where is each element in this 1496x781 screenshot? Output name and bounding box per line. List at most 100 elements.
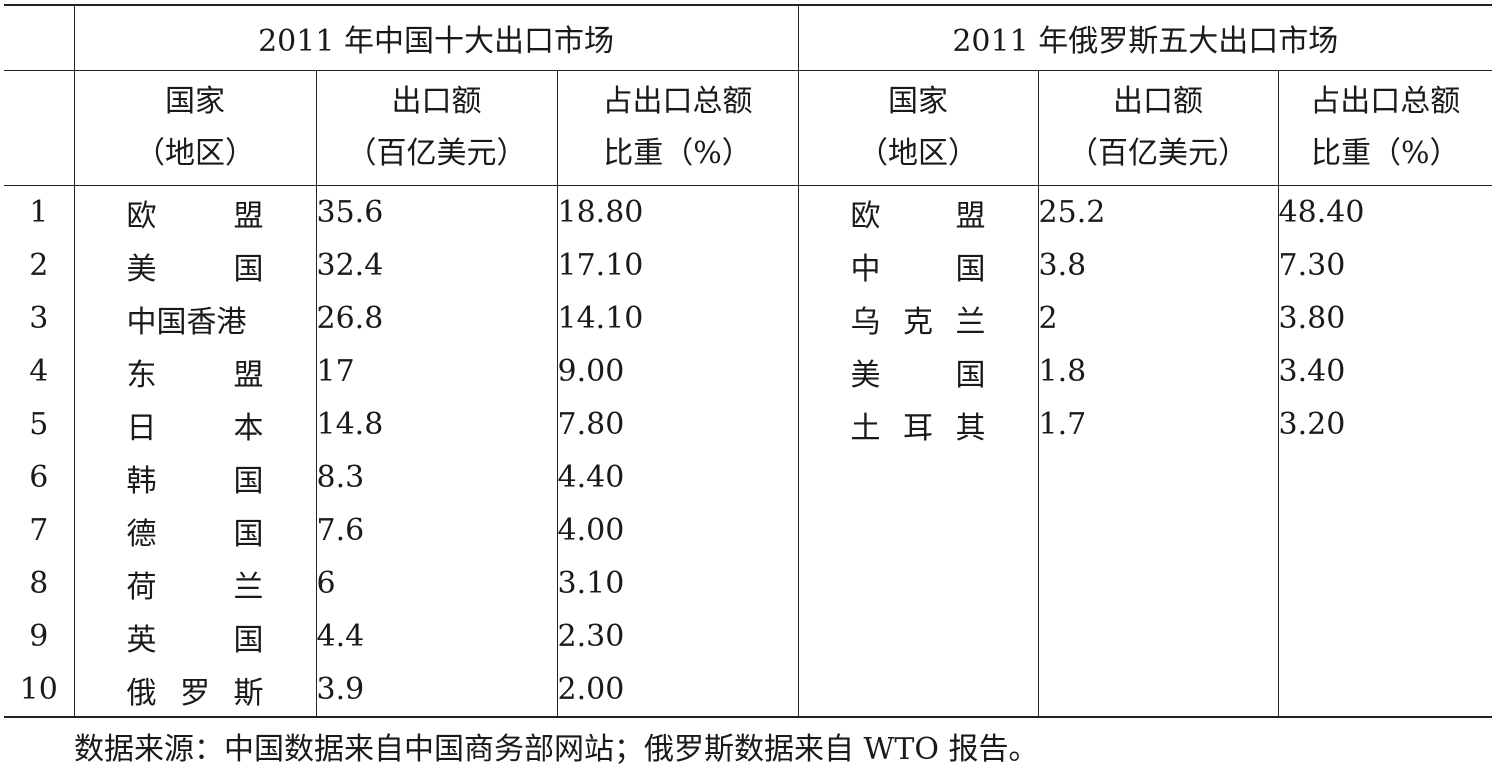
- rank-cell: 10: [4, 663, 74, 718]
- russia-amount-cell: [1037, 557, 1279, 610]
- russia-amount-header: 出口额 （百亿美元）: [1037, 70, 1279, 186]
- country-name: 土耳其: [799, 403, 1038, 447]
- country-name-part: 本: [233, 410, 264, 446]
- table-row: 7 德国 7.6 4.00: [4, 504, 1493, 557]
- country-name-part: 国: [233, 251, 264, 287]
- share-header-line1: 占出口总额: [602, 84, 753, 119]
- country-name: 荷兰: [75, 562, 316, 606]
- country-name: 美国: [75, 244, 316, 288]
- country-name-part: 盟: [955, 198, 986, 234]
- china-share-header: 占出口总额 比重（%）: [556, 70, 799, 186]
- china-amount-cell: 7.6: [315, 504, 557, 557]
- china-country-cell: 英国: [73, 610, 316, 663]
- russia-share-cell: [1277, 610, 1493, 663]
- country-name: 日本: [75, 403, 316, 447]
- russia-amount-cell: 2: [1037, 292, 1279, 345]
- table-row: 5 日本 14.8 7.80 土耳其 1.7 3.20: [4, 398, 1493, 451]
- russia-amount-cell: 1.7: [1037, 398, 1279, 451]
- russia-country-cell: 美国: [797, 345, 1039, 398]
- country-name-part: 中: [850, 251, 881, 287]
- country-header-line2: （地区）: [135, 136, 255, 171]
- china-country-cell: 欧盟: [73, 185, 316, 239]
- china-country-cell: 美国: [73, 239, 316, 292]
- russia-share-cell: 3.40: [1277, 345, 1493, 398]
- country-name: 乌克兰: [799, 297, 1038, 341]
- russia-country-cell: 中国: [797, 239, 1039, 292]
- rank-cell: 4: [29, 354, 49, 389]
- country-name-part: 兰: [233, 569, 264, 605]
- country-header-line1: 国家: [165, 84, 225, 119]
- rank-cell: 3: [29, 301, 49, 336]
- country-name-part: 德: [126, 516, 157, 552]
- table-row: 9 英国 4.4 2.30: [4, 610, 1493, 663]
- country-name-part: 国: [233, 516, 264, 552]
- rank-cell: 2: [29, 248, 49, 283]
- country-name-part: 欧: [126, 198, 157, 234]
- table-row: 10 俄罗斯 3.9 2.00: [4, 663, 1493, 718]
- rank-cell: 7: [29, 513, 49, 548]
- china-country-cell: 东盟: [73, 345, 316, 398]
- china-amount-cell: 3.9: [315, 663, 557, 718]
- russia-amount-cell: 3.8: [1037, 239, 1279, 292]
- china-share-cell: 3.10: [556, 557, 799, 610]
- china-amount-cell: 14.8: [315, 398, 557, 451]
- country-name-part: 国: [955, 357, 986, 393]
- country-name-part: 美: [850, 357, 881, 393]
- rank-cell: 6: [29, 460, 49, 495]
- country-name-part: 东: [126, 357, 157, 393]
- amount-header-line2: （百亿美元）: [1068, 136, 1249, 171]
- amount-header-line1: 出口额: [391, 84, 482, 119]
- export-markets-table: 2011 年中国十大出口市场 2011 年俄罗斯五大出口市场 国家 （地区） 出…: [4, 4, 1493, 718]
- russia-country-cell: 土耳其: [797, 398, 1039, 451]
- country-name-part: 耳: [903, 410, 934, 446]
- share-header-line2: 比重（%）: [1311, 136, 1460, 171]
- china-amount-cell: 17: [315, 345, 557, 398]
- country-name-part: 盟: [233, 357, 264, 393]
- rank-header-blank: [4, 4, 74, 71]
- country-name-part: 英: [126, 622, 157, 658]
- rank-cell: 5: [29, 407, 49, 442]
- china-country-cell: 德国: [73, 504, 316, 557]
- china-share-cell: 7.80: [556, 398, 799, 451]
- russia-country-cell: [797, 451, 1039, 504]
- russia-country-cell: [797, 610, 1039, 663]
- china-country-cell: 日本: [73, 398, 316, 451]
- country-name: 俄罗斯: [75, 668, 316, 712]
- russia-share-cell: 48.40: [1277, 185, 1493, 239]
- column-header-row: 国家 （地区） 出口额 （百亿美元） 占出口总额 比重（%） 国家 （地区） 出…: [4, 70, 1493, 186]
- share-header-line2: 比重（%）: [603, 136, 752, 171]
- share-header-line1: 占出口总额: [1310, 84, 1461, 119]
- country-name-part: 兰: [955, 304, 986, 340]
- russia-share-cell: 7.30: [1277, 239, 1493, 292]
- china-amount-cell: 4.4: [315, 610, 557, 663]
- rank-cell: 1: [29, 195, 49, 230]
- country-name: 德国: [75, 509, 316, 553]
- china-share-cell: 17.10: [556, 239, 799, 292]
- country-name: 英国: [75, 615, 316, 659]
- russia-share-cell: 3.20: [1277, 398, 1493, 451]
- china-country-cell: 中国香港: [73, 292, 316, 345]
- china-share-cell: 2.00: [556, 663, 799, 718]
- russia-country-cell: 乌克兰: [797, 292, 1039, 345]
- country-name: 欧盟: [799, 191, 1038, 235]
- china-country-cell: 韩国: [73, 451, 316, 504]
- country-name-part: 荷: [126, 569, 157, 605]
- country-name-part: 国: [233, 622, 264, 658]
- russia-section-title: 2011 年俄罗斯五大出口市场: [797, 4, 1493, 71]
- country-name-part: 中国香港: [126, 304, 247, 340]
- russia-share-header: 占出口总额 比重（%）: [1277, 70, 1493, 186]
- russia-amount-cell: [1037, 610, 1279, 663]
- china-country-header: 国家 （地区）: [73, 70, 316, 186]
- country-header-line2: （地区）: [858, 136, 979, 171]
- country-name-part: 乌: [850, 304, 881, 340]
- rank-cell: 8: [29, 566, 49, 601]
- country-name: 欧盟: [75, 191, 316, 235]
- country-name-part: 国: [955, 251, 986, 287]
- country-name: 东盟: [75, 350, 316, 394]
- russia-country-cell: [797, 504, 1039, 557]
- table-body: 1 欧盟 35.6 18.80 欧盟 25.2 48.40 2 美国 32.4 17.10 中国 3.8…: [4, 185, 1493, 718]
- china-amount-header: 出口额 （百亿美元）: [315, 70, 557, 186]
- rank-subheader-blank: [4, 70, 74, 186]
- china-amount-cell: 26.8: [315, 292, 557, 345]
